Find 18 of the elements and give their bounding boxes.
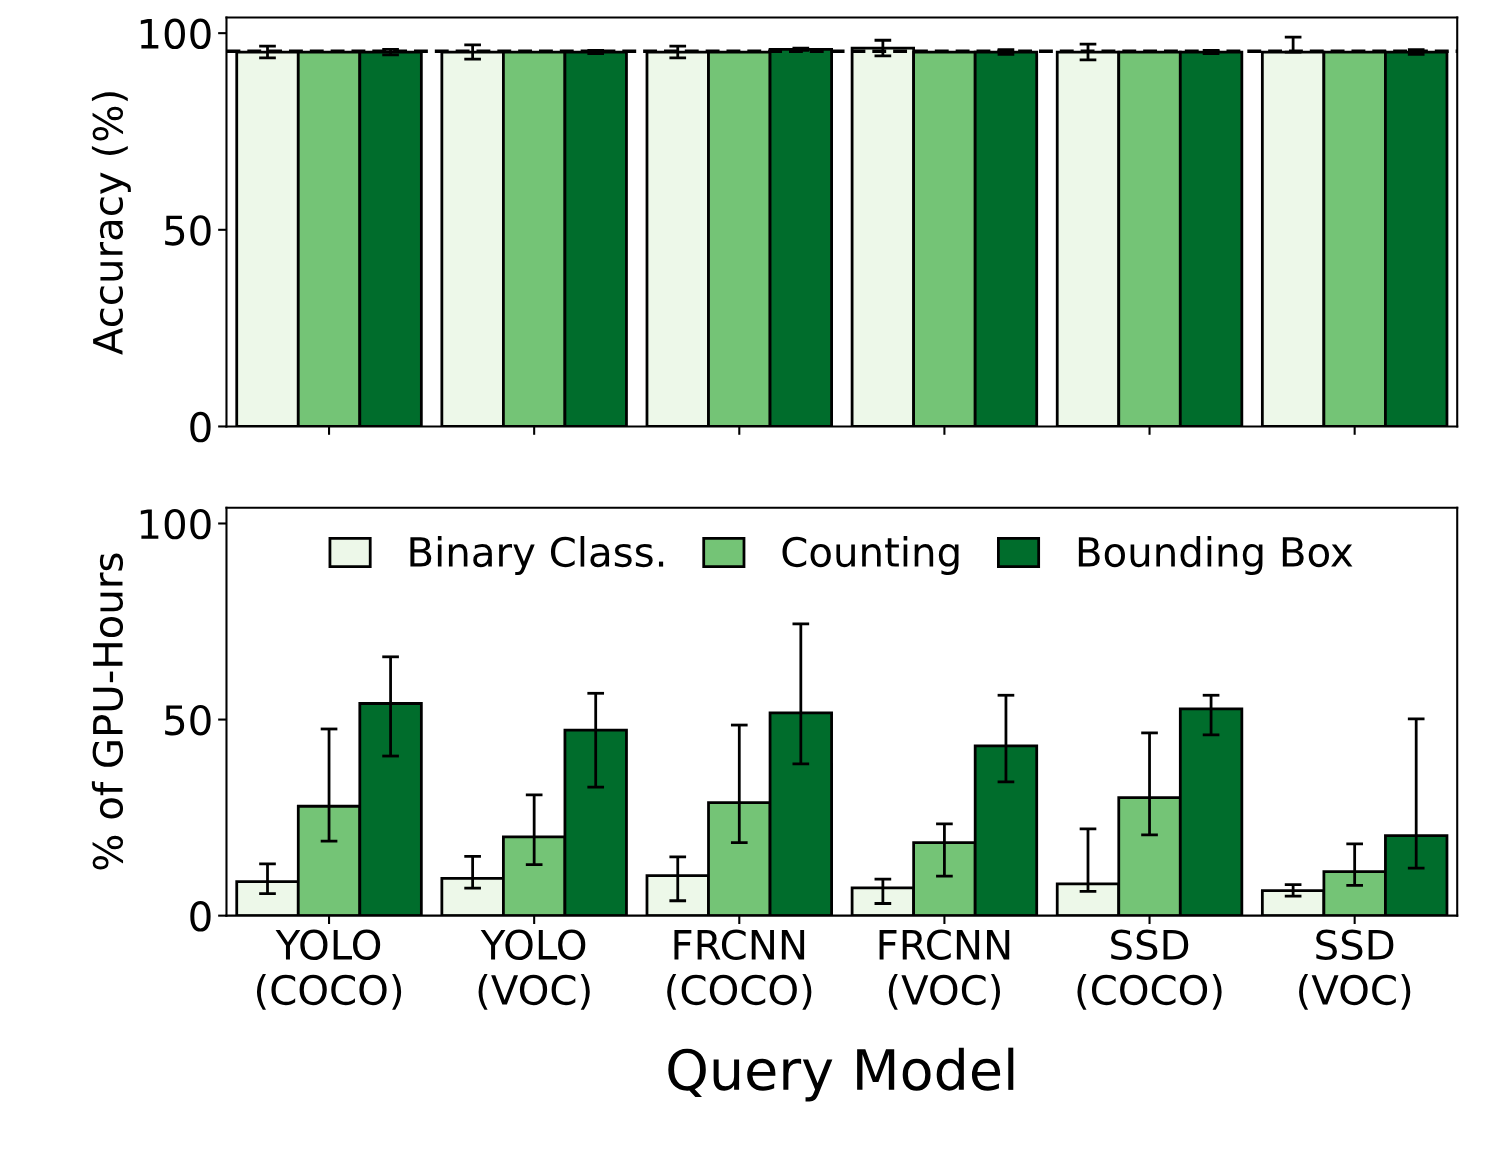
x-tick-label: FRCNN (VOC): [879, 929, 1010, 1010]
legend-label: Binary Class.: [410, 535, 664, 575]
x-tick-label: FRCNN (COCO): [667, 929, 812, 1010]
y-tick-label: 100: [140, 508, 211, 540]
y-tick-label: 50: [165, 215, 211, 246]
x-tick-label: SSD (COCO): [1077, 929, 1222, 1010]
y-tick-label: 0: [190, 411, 211, 443]
y-tick-label: 0: [190, 901, 211, 932]
x-tick-label: SSD (VOC): [1299, 929, 1411, 1010]
x-tick-label: YOLO (VOC): [478, 929, 590, 1010]
x-tick-label: YOLO (COCO): [256, 929, 402, 1010]
legend-label: Bounding Box: [1078, 535, 1353, 575]
x-axis-title: Query Model: [668, 1047, 1014, 1102]
y-axis-title: % of GPU-Hours: [91, 553, 124, 870]
legend-label: Counting: [782, 535, 959, 575]
y-tick-label: 100: [140, 18, 211, 50]
y-tick-label: 50: [165, 704, 211, 736]
y-axis-title: Accuracy (%): [91, 92, 131, 355]
